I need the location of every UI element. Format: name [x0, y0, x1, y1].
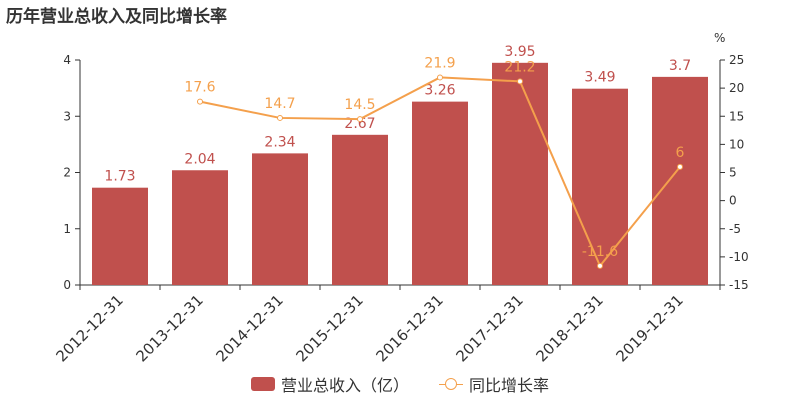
growth-rate-point [677, 163, 683, 170]
revenue-bar [252, 153, 308, 285]
left-axis-tick-label: 4 [63, 53, 71, 67]
left-axis-tick-label: 3 [63, 109, 71, 123]
left-axis-tick-label: 0 [63, 278, 71, 292]
revenue-bar-label: 2.04 [184, 151, 215, 167]
line-marker-icon [439, 377, 463, 391]
right-axis-tick-label: -5 [729, 222, 741, 236]
growth-rate-point [277, 114, 283, 121]
legend-label-growth: 同比增长率 [469, 376, 550, 395]
revenue-bar [572, 88, 628, 285]
right-axis-tick-label: 20 [729, 81, 744, 95]
growth-rate-label: 14.7 [264, 96, 295, 112]
right-axis-tick-label: 25 [729, 53, 744, 67]
left-axis-tick-label: 2 [63, 166, 71, 180]
growth-rate-label: 14.5 [344, 97, 375, 113]
x-axis-tick-label: 2019-12-31 [612, 291, 686, 365]
revenue-bar [652, 76, 708, 285]
x-axis-tick-label: 2013-12-31 [132, 291, 206, 365]
growth-rate-label: 21.2 [504, 59, 535, 75]
growth-rate-label: 21.9 [424, 55, 455, 71]
growth-rate-label: 17.6 [184, 80, 215, 96]
left-axis-tick-label: 1 [63, 222, 71, 236]
x-axis-tick-label: 2016-12-31 [372, 291, 446, 365]
growth-rate-label: 6 [676, 145, 685, 161]
right-axis-tick-label: 15 [729, 109, 744, 123]
revenue-bar-label: 3.49 [584, 70, 615, 86]
revenue-bar-label: 3.95 [504, 44, 535, 60]
x-axis-tick-label: 2015-12-31 [292, 291, 366, 365]
revenue-bar [332, 134, 388, 285]
legend-label-revenue: 营业总收入（亿） [280, 376, 409, 395]
right-axis-tick-label: -10 [729, 250, 749, 264]
revenue-bar [412, 101, 468, 285]
x-axis-tick-label: 2018-12-31 [532, 291, 606, 365]
growth-rate-point [357, 116, 363, 123]
revenue-bar [172, 170, 228, 285]
revenue-bar-label: 3.26 [424, 83, 455, 99]
growth-rate-point [437, 74, 443, 81]
growth-rate-label: -11.6 [582, 244, 618, 260]
x-axis-tick-label: 2017-12-31 [452, 291, 526, 365]
growth-rate-point [597, 262, 603, 269]
revenue-bar [92, 187, 148, 285]
revenue-bar-label: 2.34 [264, 134, 295, 150]
x-axis-tick-label: 2014-12-31 [212, 291, 286, 365]
bar-swatch-icon [250, 377, 275, 391]
legend-item-growth[interactable]: 同比增长率 [439, 372, 549, 396]
revenue-bar-label: 1.73 [104, 169, 135, 185]
right-axis-tick-label: 0 [729, 194, 737, 208]
revenue-bar [492, 62, 548, 285]
right-axis-tick-label: 5 [729, 166, 737, 180]
x-axis-tick-label: 2012-12-31 [52, 291, 126, 365]
legend-item-revenue[interactable]: 营业总收入（亿） [250, 372, 409, 396]
right-axis-unit: % [714, 31, 725, 45]
chart-title: 历年营业总收入及同比增长率 [6, 7, 227, 27]
right-axis-tick-label: 10 [729, 137, 744, 151]
growth-rate-point [197, 98, 203, 105]
revenue-bar-label: 3.7 [669, 58, 691, 74]
legend: 营业总收入（亿） 同比增长率 [0, 372, 800, 396]
right-axis-tick-label: -15 [729, 278, 749, 292]
growth-rate-point [517, 78, 523, 85]
